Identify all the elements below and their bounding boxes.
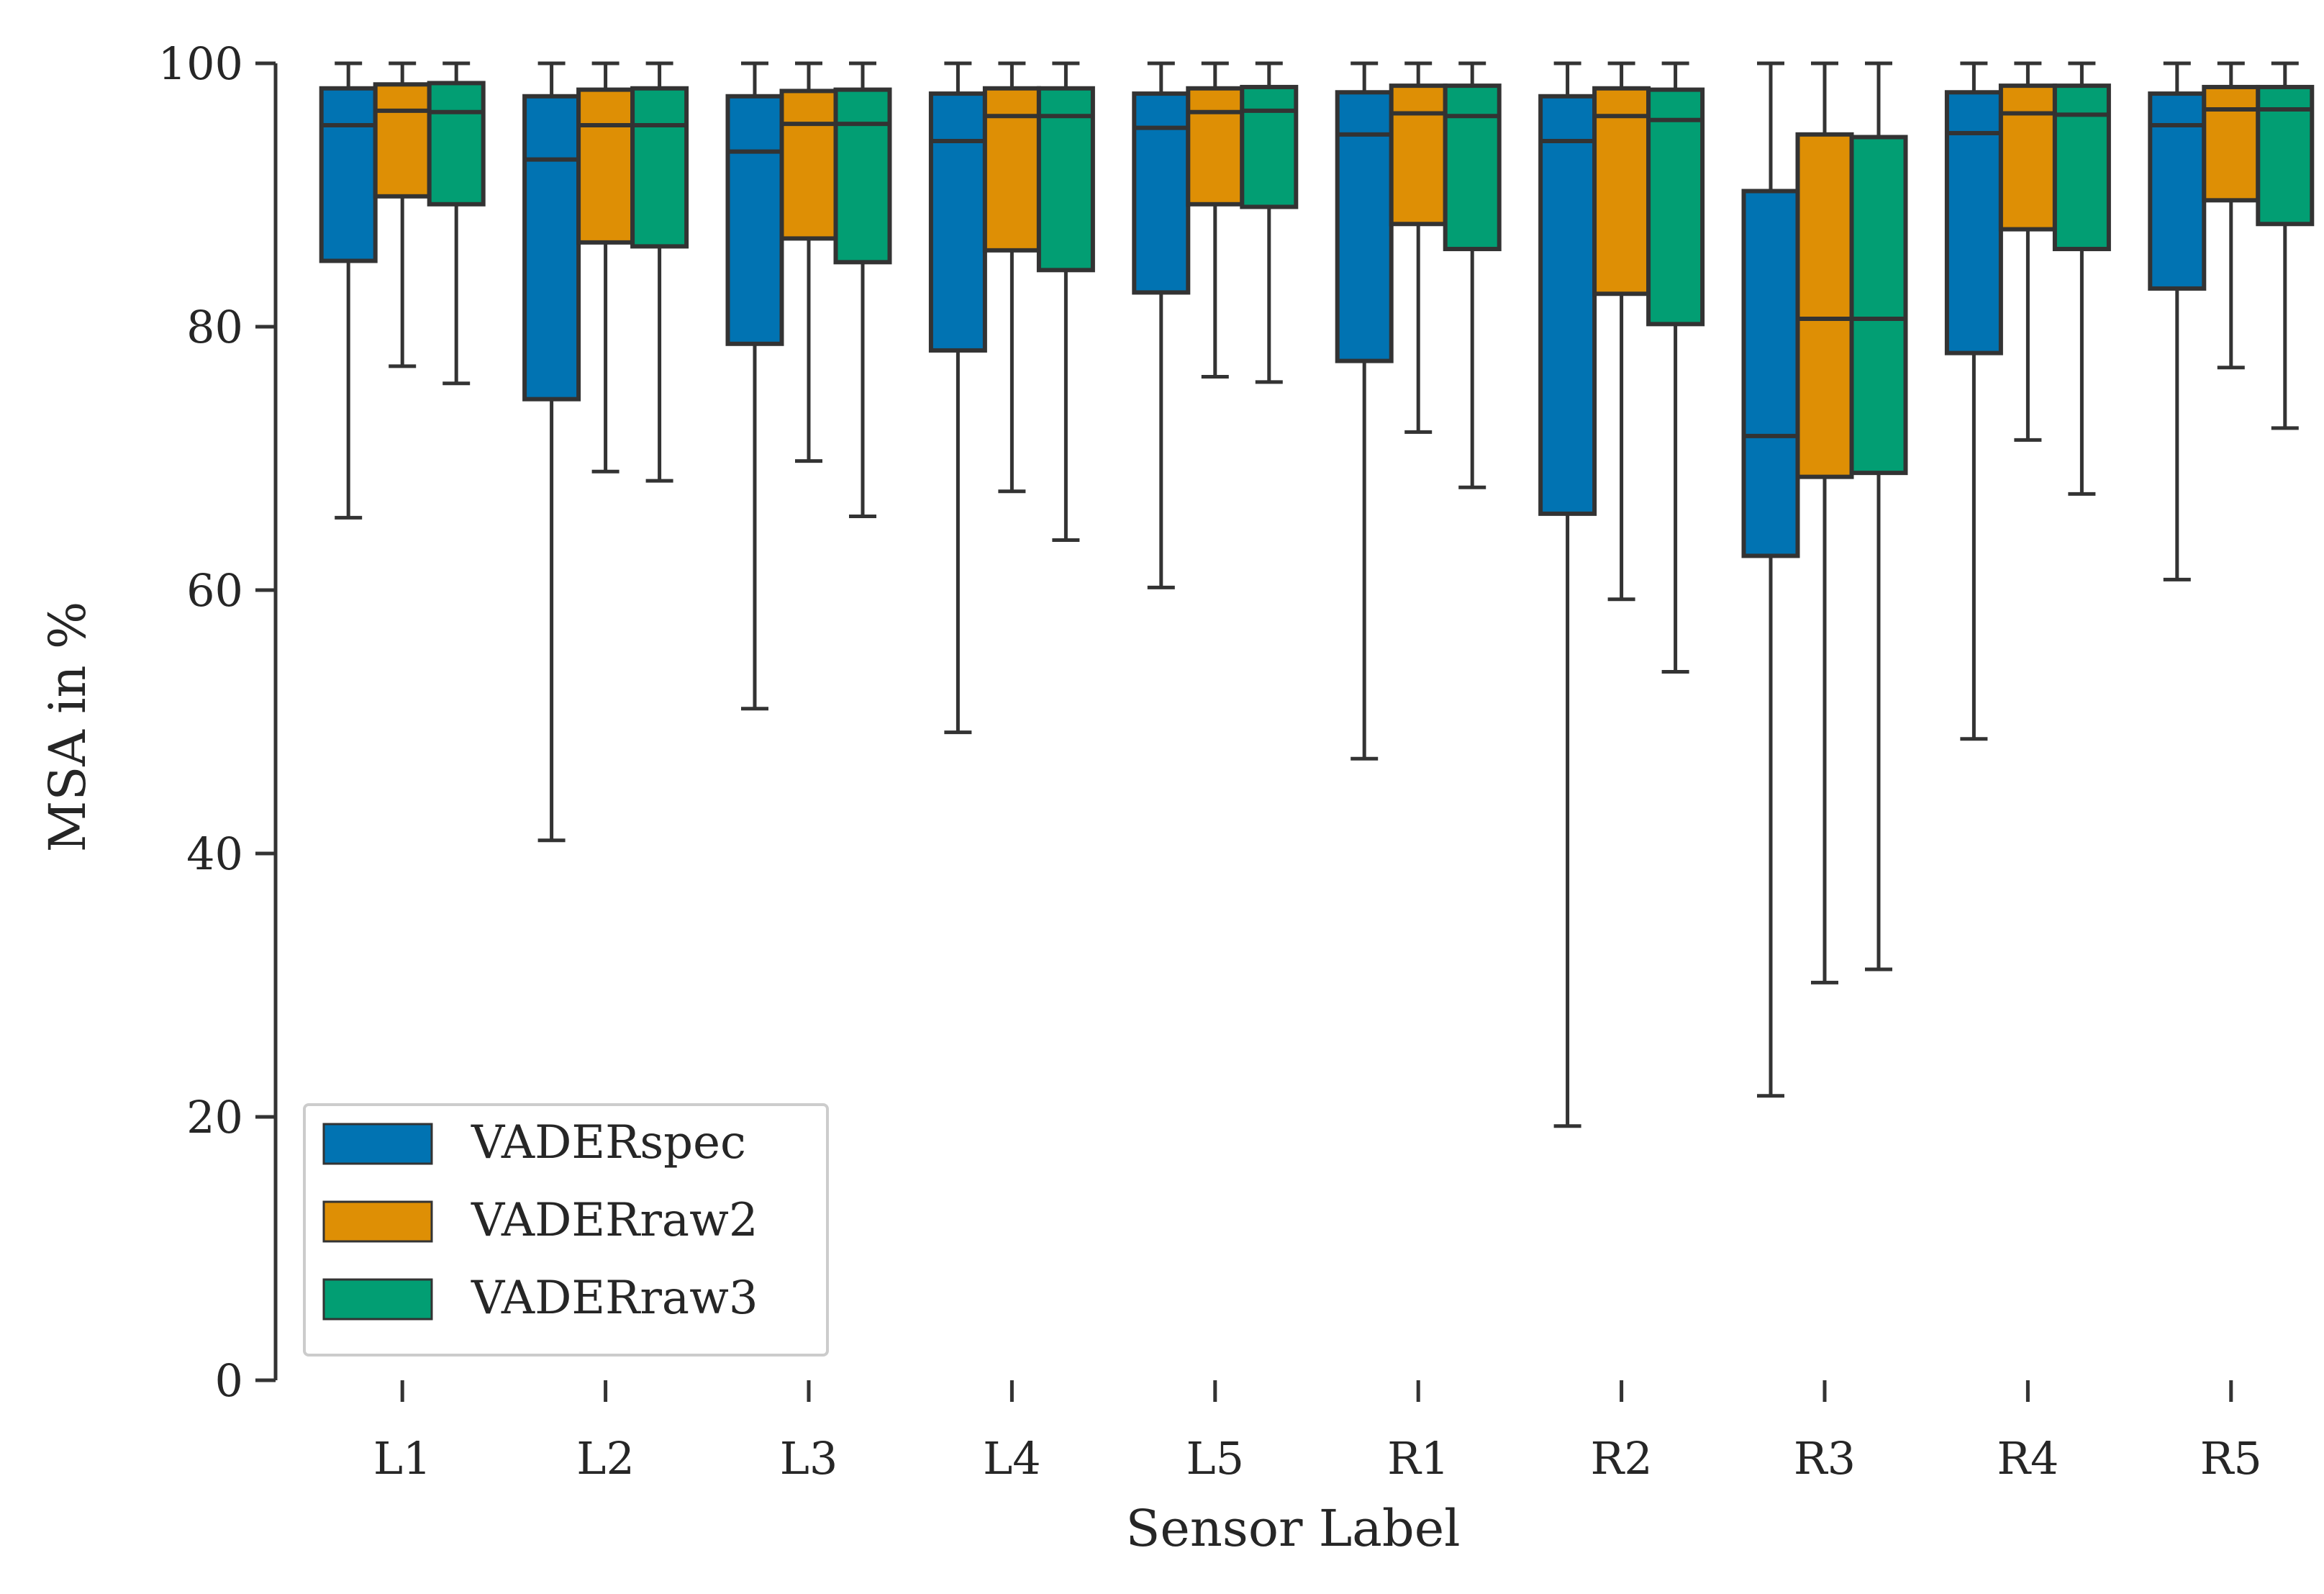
y-tick-label: 80 (186, 301, 243, 353)
box-R4-VADERraw2 (1998, 61, 2057, 442)
iqr-box (2052, 83, 2111, 252)
x-tick-label: R2 (1591, 1432, 1653, 1485)
x-axis-label: Sensor Label (1125, 1499, 1460, 1558)
box-R2-VADERraw3 (1646, 61, 1705, 674)
iqr-box (1795, 132, 1854, 479)
box-L3-VADERraw3 (833, 61, 892, 519)
box-R2-VADERspec (1538, 61, 1597, 1128)
legend-frame (303, 1103, 829, 1357)
iqr-box (1240, 84, 1299, 209)
boxes-layer (319, 61, 2315, 1128)
x-tick-label: R1 (1387, 1432, 1449, 1485)
y-axis-label: MSA in % (38, 602, 97, 853)
iqr-box (1741, 189, 1800, 558)
iqr-box (522, 94, 581, 402)
y-tick-label: 20 (186, 1091, 243, 1144)
box-L3-VADERspec (725, 61, 784, 711)
box-L2-VADERspec (522, 61, 581, 843)
iqr-box (1998, 83, 2057, 232)
iqr-box (576, 87, 635, 245)
box-R5-VADERraw2 (2202, 61, 2261, 370)
box-R1-VADERraw2 (1389, 61, 1448, 434)
iqr-box (2202, 84, 2261, 203)
legend-swatch-VADERraw2 (322, 1200, 433, 1243)
iqr-box (373, 82, 432, 199)
box-R2-VADERraw2 (1592, 61, 1651, 602)
y-tick-label: 40 (186, 828, 243, 880)
iqr-box (630, 86, 689, 249)
box-R4-VADERraw3 (2052, 61, 2111, 496)
box-R4-VADERspec (1944, 61, 2003, 741)
box-L5-VADERspec (1132, 61, 1191, 589)
x-tick-label: L2 (576, 1432, 635, 1485)
box-L1-VADERspec (319, 61, 378, 520)
iqr-box (427, 81, 486, 207)
x-tick-label: L3 (780, 1432, 838, 1485)
box-L3-VADERraw2 (779, 61, 838, 463)
legend-swatch-VADERspec (322, 1123, 433, 1165)
box-L4-VADERspec (928, 61, 987, 735)
box-L5-VADERraw2 (1186, 61, 1245, 379)
box-R5-VADERraw3 (2256, 61, 2315, 430)
iqr-box (982, 86, 1041, 253)
y-tick-label: 0 (215, 1354, 243, 1407)
x-tick-label: L5 (1186, 1432, 1244, 1485)
legend: VADERspec VADERraw2 VADERraw3 (303, 1103, 829, 1357)
iqr-box (779, 89, 838, 241)
y-tick-label: 60 (186, 564, 243, 617)
x-tick-label: R3 (1794, 1432, 1856, 1485)
iqr-box (833, 87, 892, 265)
iqr-box (1646, 87, 1705, 327)
x-tick-label: L4 (983, 1432, 1041, 1485)
y-tick-label: 100 (158, 37, 243, 90)
iqr-box (1538, 94, 1597, 516)
iqr-box (1592, 86, 1651, 296)
iqr-box (319, 86, 378, 263)
box-L1-VADERraw2 (373, 61, 432, 368)
box-R3-VADERraw2 (1795, 61, 1854, 984)
legend-label-VADERspec: VADERspec (471, 1116, 746, 1169)
x-tick-label: R5 (2200, 1432, 2262, 1485)
axes-layer: 0 20 40 60 80 100 L1 L2 L3 L4 L5 R1 R2 R3 R4 R5 (158, 37, 2262, 1485)
iqr-box (1186, 86, 1245, 207)
box-L4-VADERraw2 (982, 61, 1041, 494)
box-L2-VADERraw2 (576, 61, 635, 474)
iqr-box (725, 94, 784, 346)
box-L1-VADERraw3 (427, 61, 486, 386)
box-R3-VADERspec (1741, 61, 1800, 1098)
iqr-box (928, 91, 987, 353)
legend-label-VADERraw2: VADERraw2 (471, 1194, 758, 1247)
legend-swatch-VADERraw3 (322, 1278, 433, 1321)
iqr-box (1132, 91, 1191, 295)
iqr-box (1036, 86, 1095, 273)
box-R1-VADERspec (1335, 61, 1394, 761)
legend-label-VADERraw3: VADERraw3 (471, 1272, 758, 1325)
box-L2-VADERraw3 (630, 61, 689, 483)
box-R3-VADERraw3 (1849, 61, 1908, 972)
box-R1-VADERraw3 (1443, 61, 1502, 489)
iqr-box (1389, 83, 1448, 227)
box-L4-VADERraw3 (1036, 61, 1095, 542)
iqr-box (1849, 135, 1908, 476)
box-L5-VADERraw3 (1240, 61, 1299, 384)
iqr-box (1443, 83, 1502, 252)
iqr-box (1944, 90, 2003, 356)
iqr-box (1335, 90, 1394, 363)
x-tick-label: L1 (373, 1432, 432, 1485)
x-tick-label: R4 (1997, 1432, 2059, 1485)
iqr-box (2148, 91, 2207, 291)
box-R5-VADERspec (2148, 61, 2207, 581)
